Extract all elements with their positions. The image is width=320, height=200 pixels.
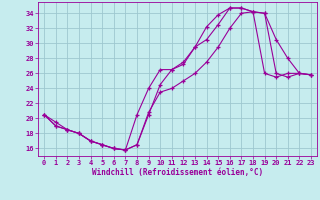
X-axis label: Windchill (Refroidissement éolien,°C): Windchill (Refroidissement éolien,°C) xyxy=(92,168,263,177)
